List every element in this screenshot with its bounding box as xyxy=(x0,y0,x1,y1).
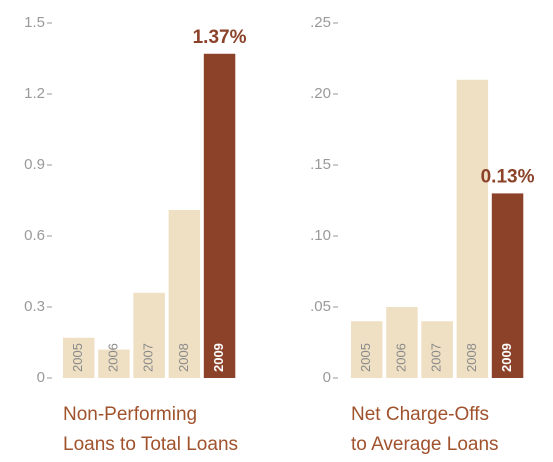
x-tick-label: 2006 xyxy=(393,343,408,372)
y-tick-label: .20 xyxy=(310,85,331,102)
bar xyxy=(98,349,130,378)
bar xyxy=(133,292,165,378)
x-tick-label: 2008 xyxy=(176,343,191,372)
x-tick-label: 2006 xyxy=(105,343,120,372)
bar xyxy=(386,307,418,378)
y-tick-label: 0 xyxy=(323,369,331,386)
y-tick-label: 1.2 xyxy=(24,85,45,102)
chart-title: Net Charge-Offs xyxy=(351,404,489,425)
y-tick-label: .25 xyxy=(310,14,331,31)
x-tick-label: 2007 xyxy=(141,343,156,372)
y-tick-label: .05 xyxy=(310,298,331,315)
x-tick-label: 2009 xyxy=(211,343,226,372)
bar xyxy=(351,321,383,378)
x-tick-label: 2005 xyxy=(358,343,373,372)
x-tick-label: 2007 xyxy=(429,343,444,372)
bar xyxy=(63,337,95,378)
y-tick-label: 0.9 xyxy=(24,156,45,173)
y-tick-label: 1.5 xyxy=(24,14,45,31)
y-tick-label: .10 xyxy=(310,227,331,244)
value-label: 1.37% xyxy=(193,27,247,48)
bar xyxy=(203,53,236,379)
bar xyxy=(168,209,201,378)
bar xyxy=(456,79,489,379)
x-tick-label: 2008 xyxy=(464,343,479,372)
y-tick-label: 0 xyxy=(37,369,45,386)
x-tick-label: 2005 xyxy=(70,343,85,372)
bar xyxy=(421,321,453,378)
x-tick-label: 2009 xyxy=(499,343,514,372)
chart-title: Loans to Total Loans xyxy=(63,434,238,455)
bar xyxy=(491,193,524,378)
y-tick-label: 0.3 xyxy=(24,298,45,315)
chart-title: to Average Loans xyxy=(351,434,499,455)
chart-title: Non-Performing xyxy=(63,404,197,425)
y-tick-label: 0.6 xyxy=(24,227,45,244)
y-tick-label: .15 xyxy=(310,156,331,173)
value-label: 0.13% xyxy=(481,166,535,187)
